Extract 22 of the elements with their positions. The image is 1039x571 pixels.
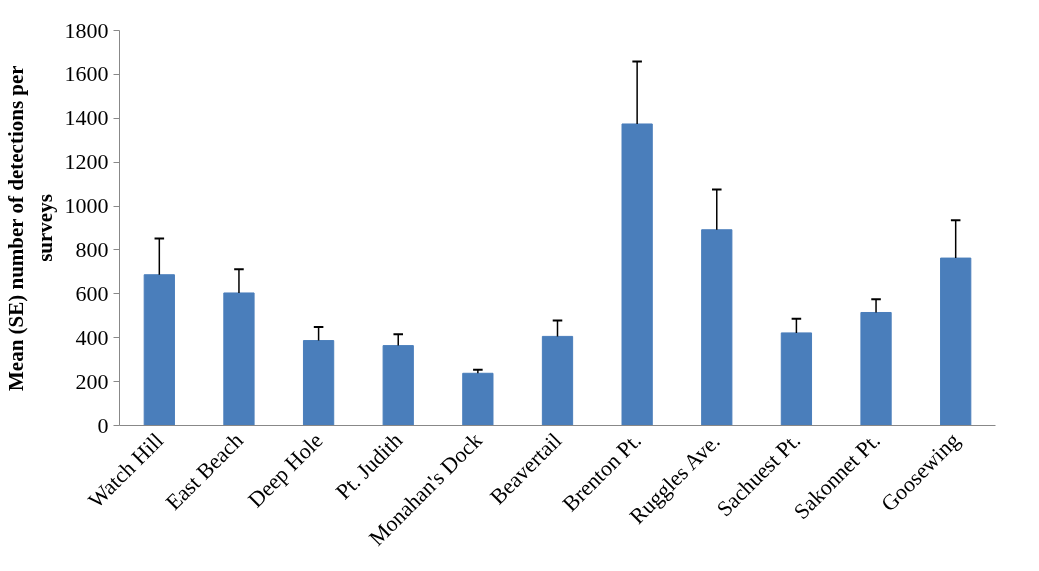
bar	[621, 123, 653, 426]
bar	[302, 340, 335, 426]
y-tick-label: 600	[75, 280, 109, 306]
y-tick-label: 400	[75, 324, 109, 350]
bar	[462, 372, 494, 426]
y-tick-label: 800	[75, 236, 109, 262]
bar	[780, 332, 813, 426]
y-axis-title: Mean (SE) number of detections per surveys	[3, 65, 57, 392]
y-tick-label: 1200	[64, 149, 109, 175]
bar	[541, 335, 574, 426]
y-tick-label: 1600	[64, 61, 109, 87]
bar	[701, 229, 733, 426]
y-tick-label: 1000	[64, 193, 109, 219]
bar	[860, 311, 892, 426]
y-tick-label: 1800	[64, 17, 109, 43]
bar	[223, 292, 255, 426]
y-tick-label: 0	[97, 412, 109, 438]
y-tick-label: 1400	[64, 105, 109, 131]
bar	[143, 274, 175, 426]
bar	[940, 257, 972, 426]
bar	[382, 345, 414, 426]
y-tick-label: 200	[75, 368, 109, 394]
